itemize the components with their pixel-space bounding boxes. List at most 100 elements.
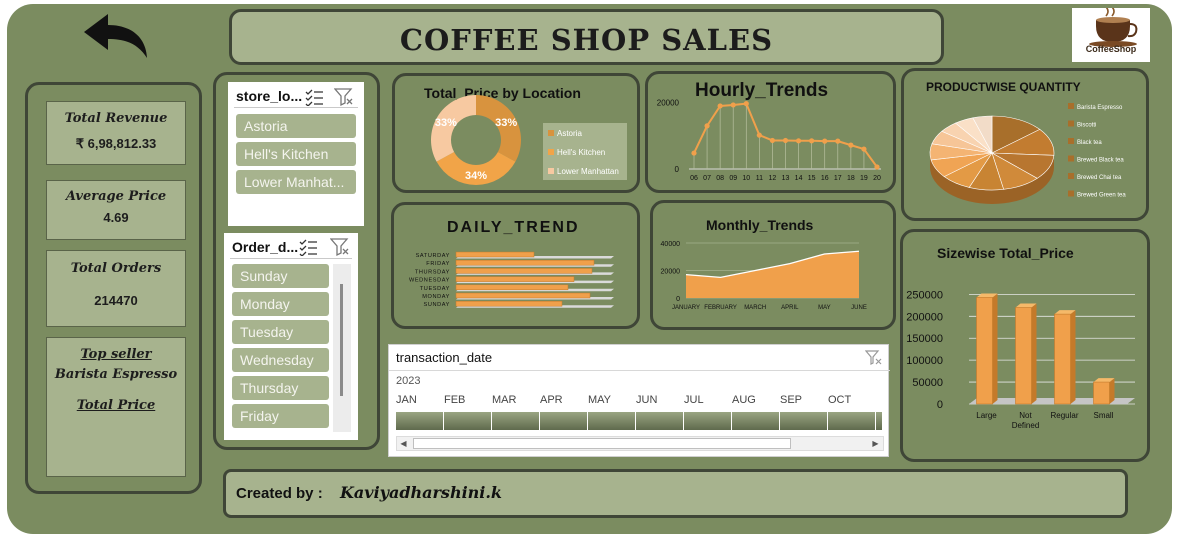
footer-author: Kaviyadharshini.k [340,483,503,502]
data-point [691,150,697,156]
day-bar [455,251,535,258]
scroll-left-icon[interactable]: ◀ [400,439,407,448]
donut-slice [436,152,516,185]
slicer-item-lower-manhattan[interactable]: Lower Manhat... [236,170,356,194]
timeline-months: JAN FEB MAR APR MAY JUN JUL AUG SEP OCT [396,394,882,408]
bar-side [992,293,998,404]
data-point [782,137,789,144]
timeline-month-label[interactable]: OCT [828,394,852,406]
data-point [822,138,828,144]
x-tick-label: 11 [756,175,763,182]
y-tick-label: MONDAY [422,294,450,300]
x-tick-label: 18 [847,175,855,182]
back-arrow-icon[interactable] [80,10,152,60]
scroll-right-icon[interactable]: ▶ [872,439,879,448]
multi-select-icon[interactable] [298,238,318,256]
timeline-month-segment[interactable] [732,412,779,430]
y-tick-label: 100000 [906,355,943,367]
x-tick-label: 19 [860,175,868,182]
x-tick-label: Defined [1012,421,1040,430]
x-tick-label: JUNE [851,305,867,311]
legend-label: Brewed Black tea [1077,158,1124,164]
slicer-item-thursday[interactable]: Thursday [232,376,329,400]
timeline-month-label[interactable]: JUN [636,394,658,406]
timeline-scrollbar[interactable]: ◀ ▶ [396,436,884,451]
data-point [848,142,854,148]
timeline-month-segment[interactable] [876,412,882,430]
x-tick-label: FEBRUARY [704,305,737,311]
timeline-month-label[interactable]: AUG [732,394,756,406]
bar-top [976,293,998,298]
dashboard-title-banner: COFFEE SHOP SALES [229,9,944,65]
y-tick-label: SATURDAY [416,253,450,259]
slicer-title: store_lo... [236,88,303,104]
x-tick-label: 16 [821,175,829,182]
timeline-title: transaction_date [396,350,493,365]
timeline-month-label[interactable]: FEB [444,394,466,406]
slicer-scrollbar[interactable] [333,264,351,432]
clear-filter-icon[interactable] [865,350,883,366]
kpi-value: 4.69 [103,210,129,225]
timeline-month-label[interactable]: JUL [684,394,704,406]
day-bar [455,259,595,266]
legend-label: Brewed Chai tea [1077,175,1122,181]
size-chart-panel: Sizewise Total_Price 0 50000 100000 150000 2… [900,229,1150,462]
timeline-month-segment[interactable] [396,412,443,430]
timeline-month-segment[interactable] [492,412,539,430]
y-tick-label: THURSDAY [415,269,450,275]
legend-label: Barista Espresso [1077,105,1123,111]
clear-filter-icon[interactable] [334,87,354,107]
x-tick-label: Small [1093,411,1113,420]
timeline-month-label[interactable]: MAY [588,394,612,406]
timeline-month-segment[interactable] [444,412,491,430]
day-bar [455,284,569,291]
data-point [835,138,841,144]
timeline-month-segment[interactable] [684,412,731,430]
kpi-value: 214470 [94,293,138,308]
slicer-item-wednesday[interactable]: Wednesday [232,348,329,372]
slicer-item-astoria[interactable]: Astoria [236,114,356,138]
x-tick-label: 08 [716,175,724,182]
timeline-month-segment[interactable] [588,412,635,430]
timeline-month-label[interactable]: APR [540,394,563,406]
scrollbar-thumb[interactable] [413,438,791,449]
legend-label: Biscotti [1077,123,1096,129]
data-point [769,137,776,144]
timeline-month-segment[interactable] [780,412,827,430]
timeline-month-segment[interactable] [540,412,587,430]
donut-slice [431,95,476,162]
x-tick-label: 12 [769,175,777,182]
slicer-item-monday[interactable]: Monday [232,292,329,316]
data-point [874,164,880,170]
size-bar [1093,381,1110,405]
scrollbar-thumb[interactable] [340,284,343,396]
clear-filter-icon[interactable] [330,237,350,257]
legend-swatch [1068,155,1074,162]
product-chart-panel: PRODUCTWISE QUANTITY Barista Espresso Bis… [901,68,1149,221]
timeline-month-label[interactable]: JAN [396,394,417,406]
timeline-bar[interactable] [396,412,882,430]
timeline-month-segment[interactable] [636,412,683,430]
x-tick-label: Not [1019,411,1032,420]
slicer-item-friday[interactable]: Friday [232,404,329,428]
coffee-cup-icon [1089,6,1138,47]
pie-slice [972,115,993,154]
slicer-item-hells-kitchen[interactable]: Hell's Kitchen [236,142,356,166]
bar-side [1070,310,1076,404]
y-tick-label: 200000 [906,311,943,323]
x-tick-label: 07 [703,175,711,182]
timeline-month-label[interactable]: MAR [492,394,517,406]
legend-label: Black tea [1077,140,1102,146]
legend-swatch [1068,120,1074,127]
slicer-item-tuesday[interactable]: Tuesday [232,320,329,344]
slicer-title: Order_d... [232,239,299,255]
footer-label: Created by : [236,485,323,502]
timeline-month-segment[interactable] [828,412,875,430]
slicer-item-sunday[interactable]: Sunday [232,264,329,288]
x-tick-label: MAY [818,305,831,311]
multi-select-icon[interactable] [304,88,324,106]
timeline-month-label[interactable]: SEP [780,394,803,406]
monthly-area [686,251,859,298]
x-tick-label: 13 [782,175,790,182]
data-point [717,103,723,109]
